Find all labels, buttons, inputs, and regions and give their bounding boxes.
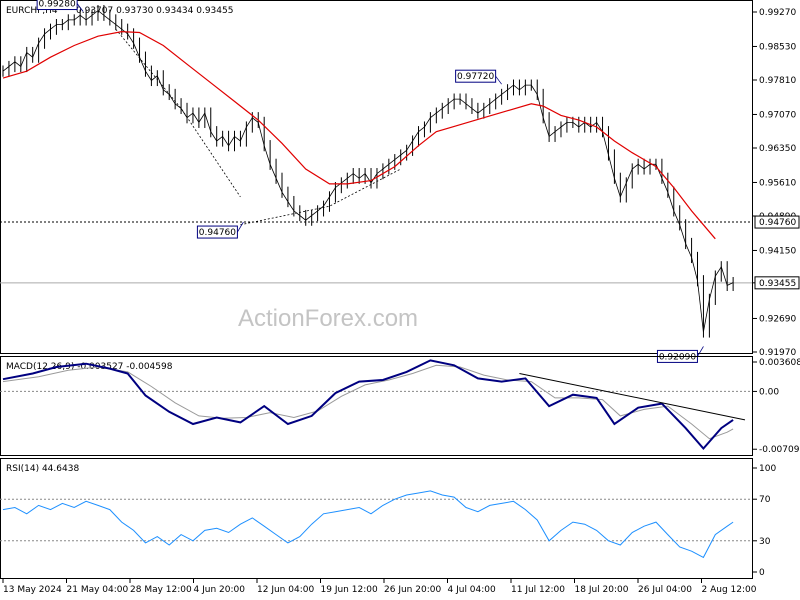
- x-axis: 13 May 2024 21 May 04:00 28 May 12:00 4 Jun…: [2, 579, 757, 595]
- rsi-line: [2, 490, 734, 559]
- price-y-tick-label: 0.91970: [759, 348, 796, 358]
- x-axis-label: 18 Jul 20:00: [575, 585, 629, 595]
- price-y-tick-label: 0.97810: [759, 76, 796, 86]
- rsi-y-tick-label: 0: [759, 568, 765, 578]
- macd-signal-line: [2, 364, 734, 440]
- macd-panel: MACD(12,26,9) -0.003527 -0.004598 0.0036…: [0, 356, 800, 456]
- price-y-tick-label: 0.97070: [759, 110, 796, 120]
- price-y-tick-label: 0.96350: [759, 144, 796, 154]
- x-axis-label: 26 Jul 04:00: [638, 585, 692, 595]
- x-axis-label: 11 Jul 12:00: [511, 585, 565, 595]
- x-axis-label: 2 Aug 12:00: [702, 585, 757, 595]
- rsi-panel: RSI(14) 44.6438 100 70 30 0: [0, 458, 776, 579]
- x-axis-label: 13 May 2024: [3, 585, 62, 595]
- macd-trend-line: [519, 373, 746, 421]
- x-axis-label: 12 Jun 04:00: [257, 585, 314, 595]
- moving-average-line: [2, 30, 716, 240]
- macd-line: [2, 359, 734, 451]
- price-annotation-label: 0.94760: [199, 228, 236, 238]
- price-y-tick-label: 0.99270: [759, 8, 796, 18]
- price-y-tick-label: 0.95610: [759, 178, 796, 188]
- support-level-label: 0.94760: [759, 218, 796, 228]
- watermark: ActionForex.com: [238, 305, 418, 332]
- price-annotation-pointer: [697, 346, 704, 357]
- price-annotation-label: 0.97720: [457, 72, 494, 82]
- macd-panel-frame: [0, 356, 753, 456]
- rsi-y-tick-label: 70: [759, 495, 771, 505]
- rsi-title: RSI(14) 44.6438: [6, 464, 79, 474]
- price-panel: ActionForex.com EURCHF,H4 0.93707 0.9373…: [0, 0, 800, 363]
- price-annotation-pointer: [495, 75, 502, 85]
- price-annotation-label: 0.99280: [39, 0, 76, 10]
- price-y-tick-label: 0.98530: [759, 42, 796, 52]
- x-axis-label: 19 Jun 12:00: [321, 585, 378, 595]
- price-trend-line: [115, 28, 241, 198]
- support-level-box: [754, 215, 800, 229]
- rsi-y-tick-label: 30: [759, 537, 771, 547]
- current-price-label: 0.93455: [759, 279, 796, 289]
- price-y-tick-label: 0.94150: [759, 246, 796, 256]
- x-axis-label: 21 May 04:00: [67, 585, 129, 595]
- rsi-panel-frame: [0, 458, 753, 579]
- rsi-y-tick-label: 100: [759, 464, 776, 474]
- macd-y-tick-label: 0.00: [759, 387, 779, 397]
- price-annotation-pointer: [237, 221, 244, 233]
- x-axis-label: 28 May 12:00: [130, 585, 192, 595]
- x-axis-label: 4 Jun 20:00: [194, 585, 246, 595]
- macd-y-tick-label: -0.007092: [759, 445, 800, 455]
- price-panel-frame: [0, 0, 753, 354]
- price-y-tick-label: 0.92690: [759, 314, 796, 324]
- macd-title: MACD(12,26,9) -0.003527 -0.004598: [6, 362, 173, 372]
- x-axis-label: 4 Jul 04:00: [448, 585, 497, 595]
- price-ohlc: 0.93707 0.93730 0.93434 0.93455: [76, 6, 233, 16]
- macd-y-tick-label: 0.003608: [759, 358, 800, 368]
- price-annotation-pointer: [76, 3, 84, 12]
- current-price-box: [754, 276, 800, 290]
- price-symbol: EURCHF,H4: [6, 6, 58, 16]
- price-annotation-label: 0.92090: [659, 352, 696, 362]
- x-axis-label: 26 Jun 20:00: [384, 585, 441, 595]
